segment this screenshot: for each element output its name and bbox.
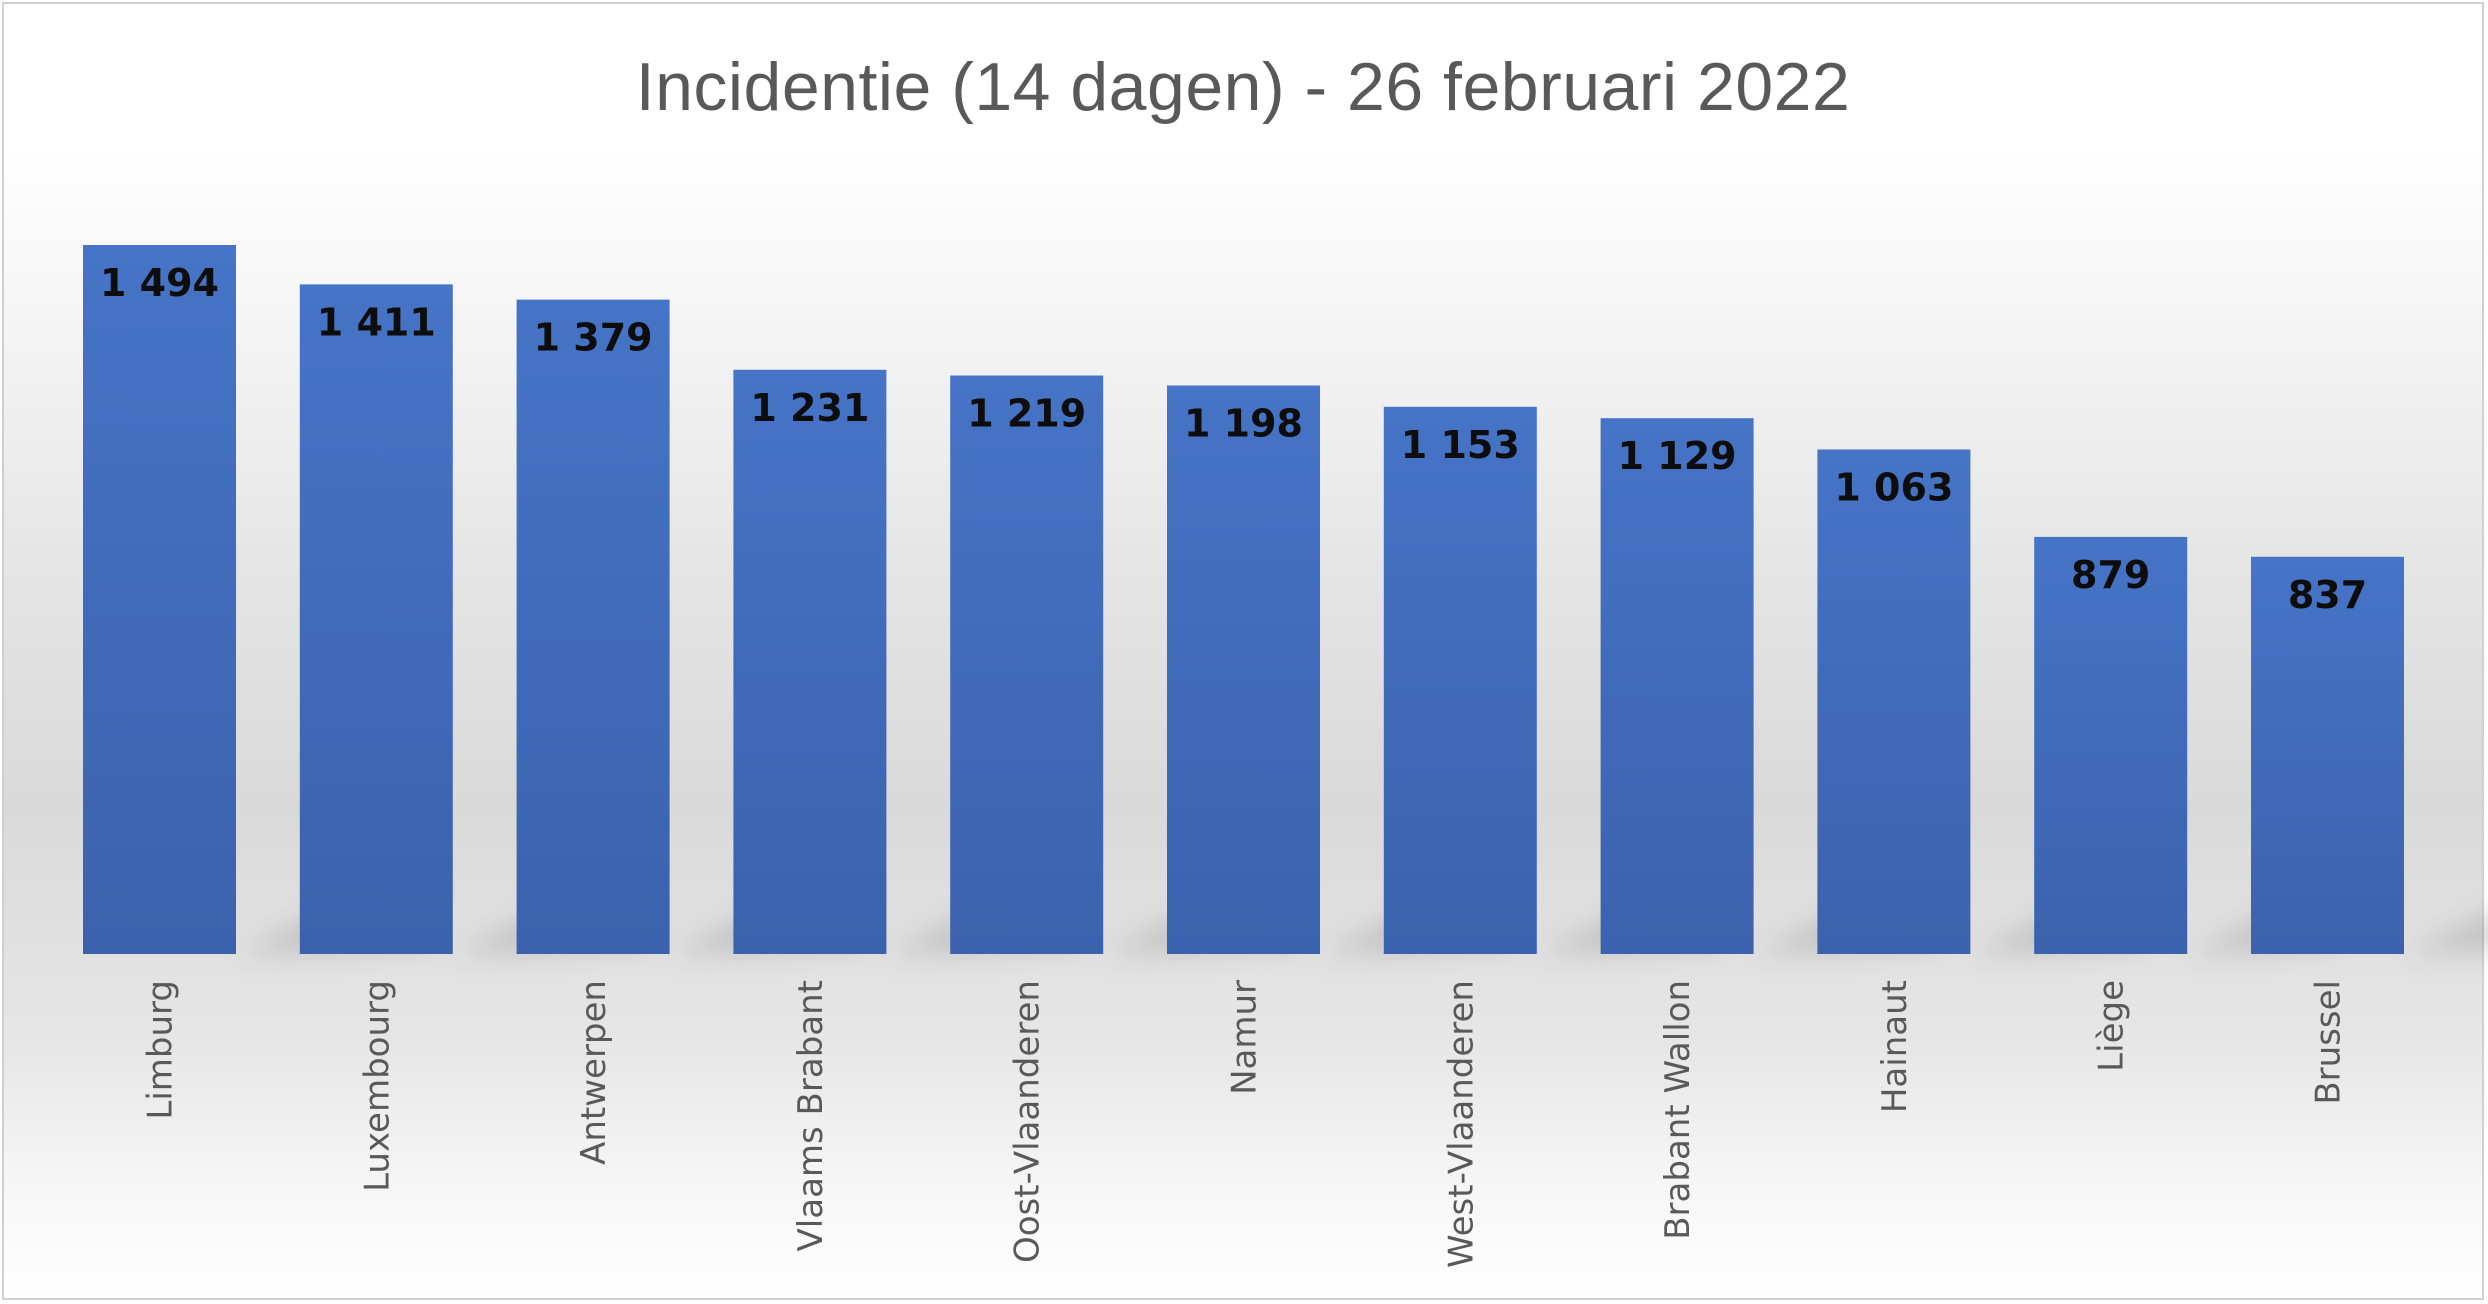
data-label-liege: 879: [2071, 553, 2150, 597]
data-label-luxembourg: 1 411: [317, 300, 436, 344]
bar-hainaut: [1817, 449, 1971, 954]
tick-label-antwerpen: Antwerpen: [574, 980, 614, 1165]
tick-label-brussel: Brussel: [2309, 980, 2349, 1105]
tick-label-hainaut: Hainaut: [1875, 980, 1915, 1113]
tick-label-oost-vlaanderen: Oost-Vlaanderen: [1008, 980, 1048, 1263]
bar-namur: [1167, 385, 1320, 954]
bar-west-vlaanderen: [1383, 406, 1537, 954]
tick-label-brabant-wallon: Brabant Wallon: [1658, 980, 1698, 1240]
bars: [83, 245, 2404, 955]
bar-shadow-brussel: [2404, 917, 2488, 954]
data-label-brussel: 837: [2288, 573, 2367, 617]
data-label-brabant-wallon: 1 129: [1618, 434, 1737, 478]
data-label-antwerpen: 1 379: [534, 316, 653, 360]
data-label-oost-vlaanderen: 1 219: [967, 392, 1086, 436]
bar-brabant-wallon: [1600, 418, 1754, 954]
bar-oost-vlaanderen: [950, 375, 1104, 954]
tick-label-luxembourg: Luxembourg: [357, 980, 397, 1192]
bar-antwerpen: [516, 299, 670, 955]
data-labels: 1 494 1 411 1 379 1 231 1 219 1 198 1 153 1 129…: [100, 261, 2367, 617]
tick-label-limburg: Limburg: [141, 980, 181, 1120]
bar-luxembourg: [299, 284, 453, 954]
bar-vlaams-brabant: [733, 369, 887, 954]
bar-liege: [2034, 536, 2188, 954]
bar-brussel: [2251, 556, 2404, 954]
tick-label-liege: Liège: [2092, 980, 2132, 1072]
tick-label-namur: Namur: [1225, 980, 1265, 1095]
category-labels: Limburg Luxembourg Antwerpen Vlaams Brabant…: [141, 980, 2349, 1268]
bar-limburg: [83, 245, 236, 954]
tick-label-west-vlaanderen: West-Vlaanderen: [1441, 980, 1481, 1268]
data-label-limburg: 1 494: [100, 261, 219, 305]
data-label-hainaut: 1 063: [1834, 466, 1953, 510]
data-label-west-vlaanderen: 1 153: [1401, 423, 1520, 467]
data-label-namur: 1 198: [1184, 402, 1303, 446]
data-label-vlaams-brabant: 1 231: [750, 386, 869, 430]
chart-title: Incidentie (14 dagen) - 26 februari 2022: [635, 49, 1851, 125]
tick-label-vlaams-brabant: Vlaams Brabant: [791, 980, 831, 1251]
